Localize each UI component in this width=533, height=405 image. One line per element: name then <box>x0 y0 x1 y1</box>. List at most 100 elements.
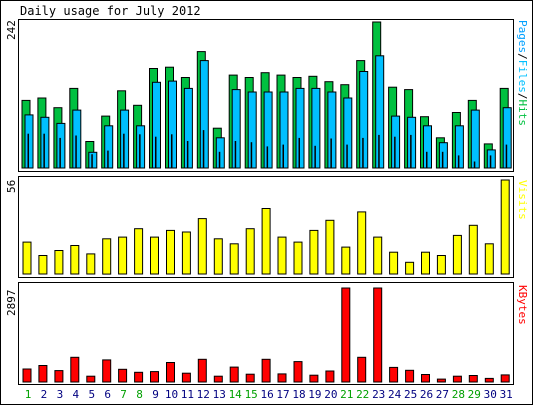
bar-pages-day-9 <box>155 136 157 169</box>
x-tick-label-day-1: 1 <box>25 388 32 401</box>
bar-kbytes-day-14 <box>229 366 239 383</box>
bar-pages-day-29 <box>473 161 476 169</box>
bar-visits-day-19 <box>309 229 319 275</box>
bar-pages-day-26 <box>426 151 428 169</box>
x-tick-label-day-10: 10 <box>165 388 178 401</box>
bar-visits-day-16 <box>261 208 271 275</box>
bar-visits-day-31 <box>500 179 510 275</box>
x-tick-label-day-30: 30 <box>484 388 497 401</box>
bar-kbytes-day-21 <box>341 287 351 383</box>
bar-kbytes-day-27 <box>436 378 446 383</box>
x-tick-label-day-3: 3 <box>57 388 64 401</box>
x-tick-label-day-2: 2 <box>41 388 48 401</box>
bar-kbytes-day-16 <box>261 358 271 383</box>
bar-pages-day-1 <box>27 133 29 169</box>
bar-files-day-7 <box>120 109 130 169</box>
bar-pages-day-8 <box>139 134 141 169</box>
bar-pages-day-24 <box>394 136 396 169</box>
bar-kbytes-day-5 <box>86 375 96 383</box>
bar-kbytes-day-11 <box>181 372 191 383</box>
bar-visits-day-23 <box>373 236 383 275</box>
bar-visits-day-26 <box>421 251 430 275</box>
bar-pages-day-18 <box>298 137 300 169</box>
ymax-label-kbytes: 2897 <box>5 290 18 317</box>
bar-visits-day-8 <box>134 228 144 275</box>
bar-kbytes-day-29 <box>468 375 478 383</box>
bar-kbytes-day-24 <box>389 366 399 383</box>
bar-visits-day-15 <box>245 228 255 275</box>
bar-visits-day-17 <box>277 236 287 275</box>
bar-pages-day-3 <box>59 137 61 169</box>
bar-visits-day-29 <box>468 224 478 275</box>
bar-files-day-15 <box>247 91 257 169</box>
x-tick-label-day-11: 11 <box>181 388 194 401</box>
x-tick-label-day-5: 5 <box>88 388 95 401</box>
x-tick-label-day-20: 20 <box>324 388 337 401</box>
legend-sep-2: / <box>516 93 529 100</box>
bar-pages-day-31 <box>505 144 508 169</box>
bar-kbytes-day-8 <box>134 371 144 383</box>
panel-frame-visits <box>18 176 514 278</box>
bar-visits-day-9 <box>150 236 159 275</box>
bar-visits-day-28 <box>452 234 462 275</box>
bar-visits-day-3 <box>54 250 64 275</box>
bar-pages-day-22 <box>362 137 364 169</box>
bar-kbytes-day-10 <box>166 362 175 383</box>
bar-kbytes-day-17 <box>277 373 287 383</box>
x-tick-label-day-8: 8 <box>136 388 143 401</box>
legend-files: Files <box>516 60 529 93</box>
bar-kbytes-day-9 <box>150 371 159 383</box>
bar-kbytes-day-7 <box>118 368 128 383</box>
bar-pages-day-16 <box>266 146 269 169</box>
bar-pages-day-7 <box>123 133 125 169</box>
legend-hits-panel: Pages/Files/Hits <box>516 20 529 126</box>
bar-pages-day-15 <box>250 142 253 169</box>
legend-sep-1: / <box>516 53 529 60</box>
bar-kbytes-day-6 <box>102 359 112 383</box>
bar-kbytes-day-18 <box>293 361 303 383</box>
x-tick-label-day-21: 21 <box>340 388 353 401</box>
bar-pages-day-5 <box>91 154 93 169</box>
bar-pages-day-11 <box>186 141 189 169</box>
bar-kbytes-day-19 <box>309 374 319 383</box>
bar-visits-day-10 <box>166 229 175 275</box>
bar-pages-day-2 <box>43 133 45 169</box>
legend-visits: Visits <box>516 180 529 220</box>
bar-pages-day-6 <box>107 150 109 169</box>
x-axis-day-labels: 1 2 3 4 5 6 7 8 9 10 11 12 13 14 15 16 17 18 19 20 21 22 23 24 2… <box>25 388 513 401</box>
bar-kbytes-day-4 <box>70 356 80 383</box>
chart-title: Daily usage for July 2012 <box>20 4 201 18</box>
legend-kbytes: KBytes <box>516 285 529 325</box>
x-tick-label-day-15: 15 <box>245 388 258 401</box>
x-tick-label-day-9: 9 <box>152 388 159 401</box>
bar-kbytes-day-15 <box>245 373 255 383</box>
bar-kbytes-day-3 <box>54 370 64 383</box>
x-tick-label-day-28: 28 <box>452 388 465 401</box>
bar-visits-day-11 <box>181 231 191 275</box>
bar-pages-day-4 <box>75 135 77 169</box>
bar-visits-day-1 <box>22 241 32 275</box>
x-tick-label-day-22: 22 <box>356 388 369 401</box>
bar-pages-day-23 <box>378 134 380 169</box>
x-tick-label-day-7: 7 <box>120 388 127 401</box>
legend-pages: Pages <box>516 20 529 53</box>
bar-pages-day-25 <box>410 134 412 169</box>
bar-visits-day-21 <box>341 246 351 275</box>
bar-visits-day-13 <box>213 238 223 275</box>
bar-visits-day-18 <box>293 241 303 275</box>
bar-kbytes-day-26 <box>421 374 430 383</box>
bar-pages-day-30 <box>489 155 492 169</box>
x-tick-label-day-23: 23 <box>372 388 385 401</box>
x-tick-label-day-25: 25 <box>404 388 417 401</box>
panel-frame-hits <box>18 19 514 172</box>
bar-visits-day-25 <box>405 261 415 275</box>
bar-visits-day-6 <box>102 238 112 275</box>
bar-pages-day-20 <box>330 138 332 169</box>
bar-pages-day-17 <box>282 144 284 169</box>
bar-pages-day-21 <box>346 144 348 169</box>
bar-pages-day-27 <box>441 151 444 169</box>
x-tick-label-day-19: 19 <box>308 388 321 401</box>
panel-frame-kbytes <box>18 282 514 385</box>
